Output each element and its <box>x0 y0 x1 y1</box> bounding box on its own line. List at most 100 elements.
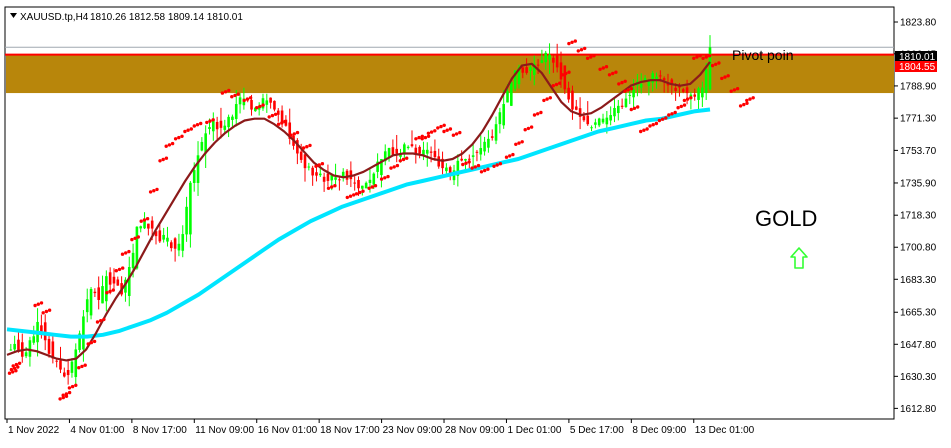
candle <box>597 117 601 128</box>
sar-dot <box>667 113 671 117</box>
sar-dot <box>227 88 231 93</box>
candle <box>620 98 624 110</box>
sar-dot <box>689 96 693 100</box>
sar-dot <box>442 123 446 128</box>
candle <box>532 55 536 86</box>
time-tick-label: 4 Nov 01:00 <box>70 425 124 436</box>
candle <box>540 49 544 64</box>
candle <box>628 88 632 105</box>
candle <box>124 277 127 302</box>
candle <box>624 91 628 108</box>
sar-dot <box>354 192 359 196</box>
time-tick-label: 8 Dec 09:00 <box>632 425 686 436</box>
sar-dot <box>592 54 596 58</box>
sar-dot <box>573 39 577 43</box>
sar-dot <box>276 122 281 126</box>
sar-dot <box>417 135 421 140</box>
sar-dot <box>648 124 652 128</box>
sar-dot <box>295 130 300 135</box>
candle <box>590 125 593 132</box>
candle <box>601 113 605 124</box>
sar-dot <box>223 90 228 94</box>
candle <box>529 63 532 81</box>
sar-dot <box>451 133 456 137</box>
sar-dot <box>589 55 593 59</box>
sar-dot <box>551 84 555 88</box>
candle <box>112 268 116 290</box>
candle <box>353 176 356 191</box>
sar-dot <box>392 165 396 169</box>
candle <box>536 59 540 74</box>
sar-dot <box>735 87 740 91</box>
sar-dot <box>673 110 677 115</box>
candle <box>63 367 66 378</box>
sar-dot <box>695 55 699 59</box>
pivot-label: Pivot poin <box>732 47 793 63</box>
sar-dot <box>398 159 402 163</box>
sar-dot <box>461 162 465 167</box>
sar-dot <box>242 98 246 103</box>
symbol-label: XAUUSD.tp,H4 <box>20 12 89 23</box>
sar-dot <box>654 121 659 126</box>
sar-dot <box>564 71 568 76</box>
sar-dot <box>186 128 190 132</box>
symbol-dropdown-icon[interactable] <box>10 13 17 18</box>
sar-dot <box>7 371 12 375</box>
sar-dot <box>211 118 215 122</box>
candle <box>445 163 448 175</box>
sar-dot <box>601 66 605 70</box>
sar-dot <box>486 167 490 171</box>
candle <box>238 93 242 114</box>
sar-dot <box>636 105 640 109</box>
price-tick-label: 1647.80 <box>900 340 937 351</box>
price-tick-label: 1823.80 <box>900 18 937 29</box>
sar-dot <box>41 311 45 315</box>
sar-dot <box>205 120 209 125</box>
sar-dot <box>358 190 362 195</box>
sar-dot <box>492 164 496 168</box>
candle <box>578 97 582 130</box>
zone-price-tag: 1804.55 <box>895 61 937 73</box>
sar-dot <box>70 384 75 389</box>
ema-slow-line <box>6 107 711 339</box>
candle <box>28 336 32 367</box>
candle <box>460 150 463 162</box>
candle <box>662 76 666 93</box>
sar-dot <box>423 135 428 140</box>
time-tick-label: 18 Nov 17:00 <box>320 425 380 436</box>
sar-dot <box>139 219 143 223</box>
sar-dot <box>267 115 271 119</box>
sar-dot <box>626 88 630 92</box>
sar-dot <box>379 177 384 181</box>
candle <box>510 80 513 107</box>
sar-dot <box>164 144 168 148</box>
sar-dot <box>155 187 159 192</box>
candle <box>265 93 269 113</box>
sar-dot <box>520 140 524 144</box>
time-tick-label: 1 Dec 01:00 <box>507 425 561 436</box>
sar-dot <box>61 393 65 397</box>
candle <box>406 145 410 150</box>
sar-dot <box>152 189 156 193</box>
sar-dot <box>560 73 565 77</box>
candle <box>204 125 207 168</box>
sar-dot <box>707 54 712 58</box>
sar-dot <box>558 81 562 85</box>
sar-dot <box>114 269 119 273</box>
sar-dot <box>664 116 668 120</box>
sar-dot <box>576 49 580 53</box>
candle <box>338 175 341 191</box>
sar-dot <box>142 218 147 222</box>
sar-dot <box>651 123 655 127</box>
sar-dot <box>723 75 727 79</box>
plot-frame <box>4 6 895 420</box>
sar-dot <box>545 97 549 101</box>
candle <box>269 97 272 109</box>
sar-dot <box>127 249 131 254</box>
time-tick-label: 28 Nov 09:00 <box>445 425 505 436</box>
sar-dot <box>585 56 590 60</box>
candle <box>552 54 555 73</box>
sar-dot <box>751 96 755 100</box>
sar-dot <box>717 61 721 65</box>
